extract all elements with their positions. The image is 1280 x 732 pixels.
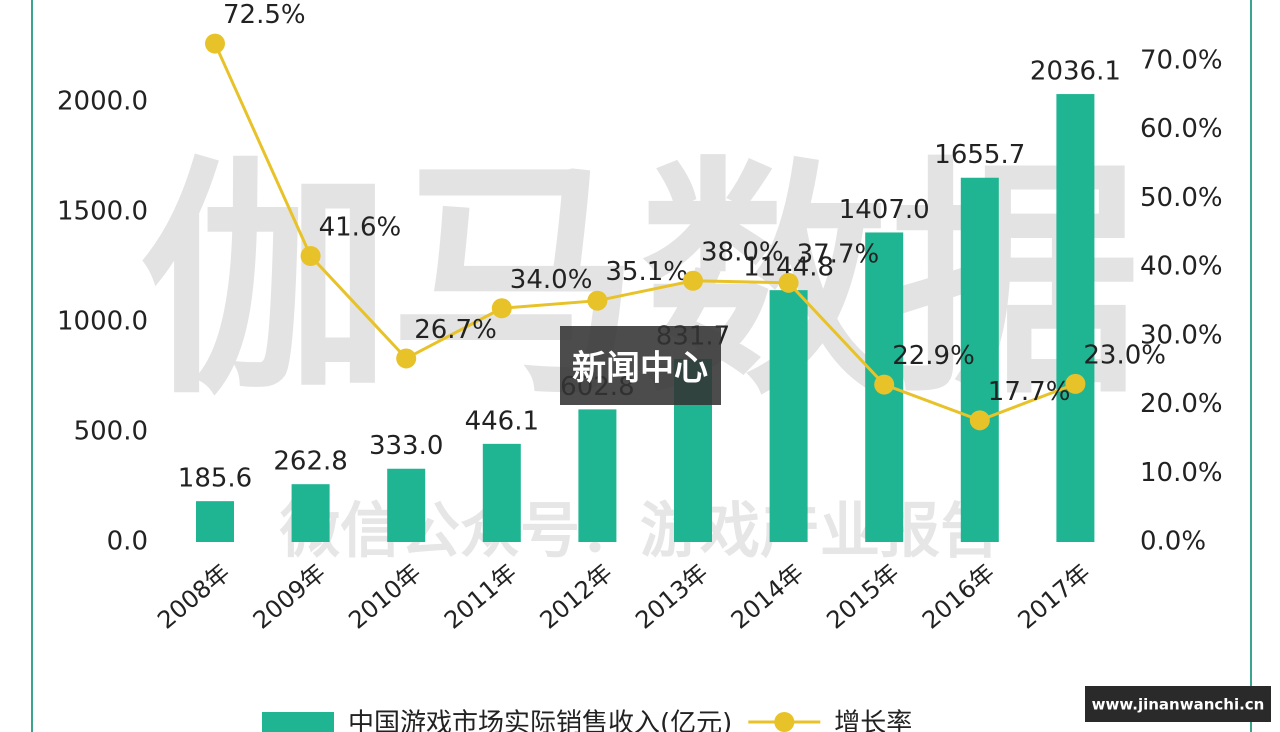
line-point <box>300 246 321 266</box>
line-value-label: 35.1% <box>605 257 688 287</box>
legend-label: 中国游戏市场实际销售收入(亿元) <box>348 709 732 732</box>
line-point <box>969 410 990 431</box>
bar-value-label: 1407.0 <box>839 195 930 225</box>
legend-swatch <box>262 712 334 732</box>
bar <box>578 409 617 542</box>
bar <box>291 484 330 542</box>
overlay-box <box>560 326 721 405</box>
legend-swatch <box>774 712 795 732</box>
bar-value-label: 446.1 <box>465 406 539 436</box>
legend-label: 增长率 <box>834 709 912 732</box>
line-point <box>874 374 895 395</box>
bar-value-label: 333.0 <box>369 431 443 461</box>
bar <box>482 443 521 542</box>
y2-tick-label: 20.0% <box>1140 389 1223 419</box>
bar <box>960 177 999 542</box>
y-tick-label: 2500.0 <box>57 0 148 7</box>
line-point <box>396 348 417 369</box>
y-tick-label: 0.0 <box>107 527 148 557</box>
y2-tick-label: 80.0% <box>1140 0 1223 7</box>
y-tick-label: 1500.0 <box>57 197 148 227</box>
y2-tick-label: 40.0% <box>1140 252 1223 282</box>
y-tick-label: 500.0 <box>74 417 148 447</box>
line-point <box>205 33 225 54</box>
bar-value-label: 185.6 <box>178 464 252 494</box>
y-tick-label: 2000.0 <box>57 87 148 117</box>
bar <box>196 501 234 542</box>
line-value-label: 26.7% <box>414 315 497 345</box>
site-label: www.jinanwanchi.cn <box>1092 696 1265 714</box>
y2-tick-label: 60.0% <box>1140 114 1223 144</box>
line-point <box>683 270 703 291</box>
line-value-label: 34.0% <box>510 265 593 295</box>
y2-tick-label: 50.0% <box>1140 183 1223 213</box>
line-value-label: 38.0% <box>701 237 784 267</box>
line-value-label: 22.9% <box>892 341 975 371</box>
line-value-label: 17.7% <box>988 377 1071 407</box>
y2-tick-label: 70.0% <box>1140 45 1223 75</box>
bar <box>1056 94 1095 543</box>
line-value-label: 37.7% <box>797 239 880 269</box>
bar-value-label: 1655.7 <box>934 140 1025 170</box>
y-tick-label: 1000.0 <box>57 307 148 337</box>
site-box <box>1085 686 1271 722</box>
line-value-label: 23.0% <box>1083 340 1166 370</box>
y2-tick-label: 0.0% <box>1140 527 1206 557</box>
line-point <box>491 298 512 319</box>
bar-value-label: 262.8 <box>273 447 347 477</box>
bar <box>769 290 808 542</box>
bar <box>387 468 426 542</box>
y2-tick-label: 30.0% <box>1140 320 1223 350</box>
y2-tick-label: 10.0% <box>1140 458 1223 488</box>
growth-line <box>213 42 1076 422</box>
line-point <box>1065 373 1086 394</box>
line-point <box>587 290 608 311</box>
line-value-label: 72.5% <box>223 0 306 30</box>
line-point <box>778 272 799 293</box>
bar-value-label: 2036.1 <box>1030 57 1121 87</box>
line-value-label: 41.6% <box>319 213 402 243</box>
overlay-text: 新闻中心 <box>572 349 708 389</box>
